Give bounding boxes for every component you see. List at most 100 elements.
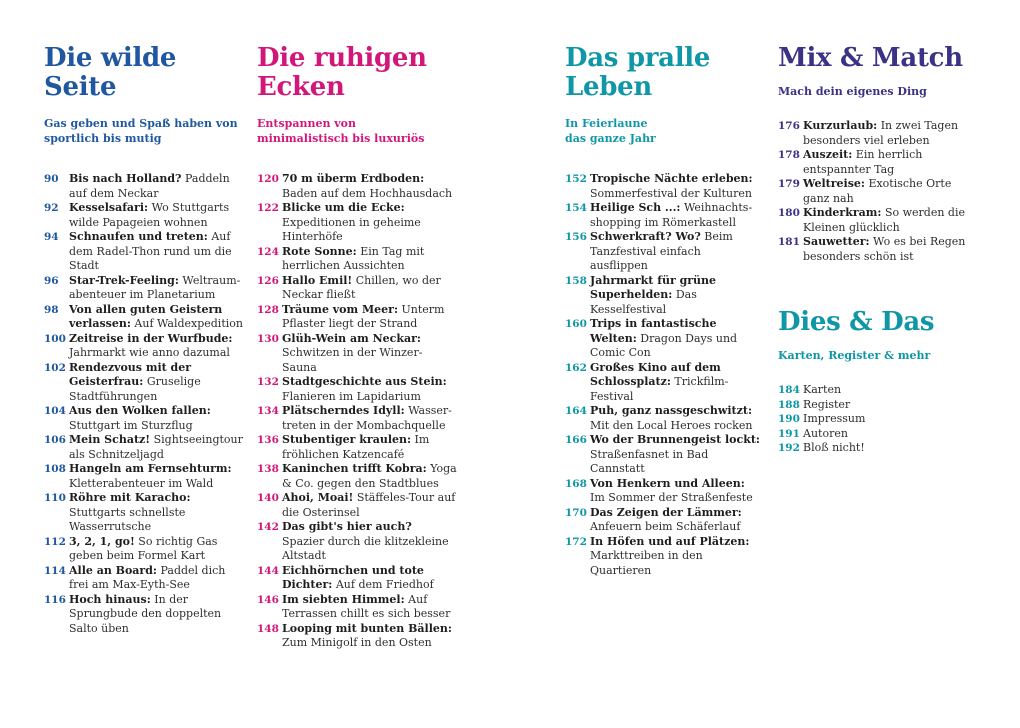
- page-number: 170: [565, 506, 587, 519]
- page-number: 124: [257, 245, 279, 258]
- entry-headline: Schnaufen und treten:: [69, 230, 208, 243]
- entry-text: Impressum: [803, 412, 978, 427]
- toc-entry: 172 In Höfen und auf Plätzen: Markttreibe…: [565, 535, 760, 579]
- section-das-pralle-leben: Das pralle Leben In Feierlaune das ganze…: [565, 44, 760, 578]
- page-number: 179: [778, 178, 800, 190]
- entry-text: Register: [803, 398, 978, 413]
- entry-description: Exotische Orte ganz nah: [803, 177, 952, 205]
- page-number: 102: [44, 361, 66, 374]
- entry-text: Heilige Sch ...: Weihnachts­shopping im …: [590, 201, 760, 230]
- entry-description: Wo es bei Regen besonders schön ist: [803, 235, 966, 263]
- entry-text: 70 m überm Erdboden: Baden auf dem Hochh…: [282, 172, 457, 201]
- toc-entry: 114 Alle an Board: Paddel dich frei am Ma…: [44, 564, 244, 593]
- entry-description: Auf dem Radel-Thon rund um die Stadt: [69, 230, 232, 272]
- page-number: 112: [44, 535, 66, 548]
- entry-headline: Kinderkram:: [803, 206, 882, 219]
- entry-text: Von Henkern und Alleen: Im Sommer der St…: [590, 477, 760, 506]
- entry-description: Autoren: [803, 426, 848, 440]
- entry-description: Weltraum­abenteuer im Planetarium: [69, 273, 241, 302]
- toc-entry: 148 Looping mit bunten Bällen: Zum Minigo…: [257, 622, 457, 651]
- entry-description: Chillen, wo der Neckar fließt: [282, 273, 441, 302]
- entry-description: Zum Minigolf in den Osten: [282, 636, 432, 649]
- entry-headline: Star-Trek-Feeling:: [69, 273, 179, 287]
- section-mix-and-match: Mix & Match Mach dein eigenes Ding 176 Ku…: [778, 44, 978, 456]
- toc-entry: 158 Jahrmarkt für grüne Super­helden: Das…: [565, 274, 760, 318]
- toc-entry: 120 70 m überm Erdboden: Baden auf dem Ho…: [257, 172, 457, 201]
- page-number: 122: [257, 202, 279, 214]
- entry-text: Alle an Board: Paddel dich frei am Max-E…: [69, 564, 244, 593]
- entry-text: Glüh-Wein am Neckar: Schwitzen in der Wi…: [282, 332, 457, 376]
- toc-entry: 170 Das Zeigen der Lämmer: Anfeuern beim …: [565, 506, 760, 535]
- entry-description: Mit den Local Heroes rocken: [590, 418, 753, 432]
- entry-description: In zwei Tagen besonders viel erleben: [803, 119, 959, 147]
- section-subtitle: In Feierlaune das ganze Jahr: [565, 116, 760, 146]
- toc-entry: 90 Bis nach Holland? Paddeln auf dem Neck…: [44, 172, 244, 201]
- entry-text: Schnaufen und treten: Auf dem Radel-Thon…: [69, 230, 244, 274]
- entry-headline: Rendezvous mit der Geister­frau:: [69, 360, 192, 389]
- entry-description: Register: [803, 397, 851, 411]
- entry-text: Hangeln am Fernsehturm: Kletterabenteuer…: [69, 462, 244, 491]
- entry-headline: Auszeit:: [803, 148, 853, 161]
- entry-text: Autoren: [803, 427, 978, 442]
- page-number: 160: [565, 318, 587, 330]
- entry-text: Puh, ganz nassgeschwitzt: Mit den Local …: [590, 404, 760, 433]
- toc-entry: 162 Großes Kino auf dem Schloss­platz: Tr…: [565, 361, 760, 405]
- page-number: 116: [44, 593, 66, 606]
- toc-entry: 128 Träume vom Meer: Unterm Pflaster lieg…: [257, 303, 457, 332]
- entry-description: Ein Tag mit herrlichen Aussichten: [282, 244, 425, 273]
- entry-description: Karten: [803, 383, 842, 396]
- page-number: 188: [778, 398, 800, 411]
- entry-description: Auf Waldexpedition: [130, 317, 243, 330]
- page-number: 192: [778, 442, 800, 454]
- page-number: 100: [44, 332, 66, 345]
- entry-description: Wo Stuttgarts wilde Papageien wohnen: [69, 201, 230, 229]
- entry-description: Beim Tanzfestival einfach ausflippen: [590, 230, 733, 272]
- page-number: 108: [44, 463, 66, 475]
- page-number: 191: [778, 427, 800, 440]
- toc-entry: 180 Kinderkram: So werden die Kleinen glü…: [778, 206, 978, 235]
- entry-description: Im fröhlichen Katzencafé: [282, 433, 430, 461]
- entry-description: Paddeln auf dem Neckar: [69, 172, 230, 200]
- page-number: 120: [257, 173, 279, 185]
- page-number: 156: [565, 231, 587, 243]
- toc-entry: 138 Kaninchen trifft Kobra: Yoga & Co. ge…: [257, 462, 457, 491]
- page-number: 178: [778, 149, 800, 161]
- entry-headline: Alle an Board:: [69, 563, 157, 577]
- section-subtitle: Entspannen von minimalistisch bis luxuri…: [257, 116, 457, 146]
- entry-description: Weihnachts­shopping im Römerkastell: [590, 201, 753, 229]
- toc-entry: 166 Wo der Brunnengeist lockt: Straßenfas…: [565, 433, 760, 477]
- page-number: 106: [44, 434, 66, 446]
- entry-description: In der Sprungbude den doppelten Salto üb…: [69, 592, 222, 635]
- entry-description: Straßenfasnet in Bad Cannstatt: [590, 447, 709, 476]
- section-die-ruhigen-ecken: Die ruhigen Ecken Entspannen von minimal…: [257, 44, 457, 651]
- entry-headline: Das Zeigen der Lämmer:: [590, 505, 742, 519]
- entry-headline: Jahrmarkt für grüne Super­helden:: [590, 273, 717, 302]
- toc-list: 152 Tropische Nächte erleben: Sommerfesti…: [565, 172, 760, 578]
- entry-description: Auf Terrassen chillt es sich besser: [282, 592, 451, 621]
- entry-description: Ein herrlich entspannter Tag: [803, 148, 923, 176]
- entry-description: Spazier durch die klitzekleine Altstadt: [282, 534, 449, 563]
- entry-text: Looping mit bunten Bällen: Zum Minigolf …: [282, 622, 457, 651]
- toc-entry: 96 Star-Trek-Feeling: Weltraum­abenteuer …: [44, 274, 244, 303]
- entry-description: Anfeuern beim Schäferlauf: [590, 520, 741, 533]
- page-number: 94: [44, 231, 59, 243]
- title-line: Das pralle: [565, 43, 711, 73]
- toc-entry: 124 Rote Sonne: Ein Tag mit herrlichen Au…: [257, 245, 457, 274]
- entry-headline: Weltreise:: [803, 177, 865, 190]
- page-number: 176: [778, 120, 800, 132]
- entry-description: So richtig Gas geben beim Formel Kart: [69, 534, 218, 563]
- toc-entry: 132 Stadtgeschichte aus Stein: Flanieren …: [257, 375, 457, 404]
- entry-description: Markttreiben in den Quartieren: [590, 549, 703, 577]
- section-title: Die wilde Seite: [44, 44, 244, 102]
- entry-description: Das Kesselfestival: [590, 288, 697, 316]
- toc-entry: 181 Sauwetter: Wo es bei Regen besonders …: [778, 235, 978, 264]
- toc-entry: 122 Blicke um die Ecke: Expeditionen in g…: [257, 201, 457, 245]
- entry-headline: Das gibt's hier auch?: [282, 520, 412, 533]
- toc-entry: 116 Hoch hinaus: In der Sprungbude den do…: [44, 593, 244, 637]
- entry-text: Aus den Wolken fallen: Stuttgart im Stur…: [69, 404, 244, 433]
- entry-headline: Blicke um die Ecke:: [282, 201, 405, 214]
- toc-entry: 184 Karten: [778, 383, 978, 398]
- entry-text: Karten: [803, 383, 978, 398]
- toc-entry: 160 Trips in fantastische Welten: Dragon …: [565, 317, 760, 361]
- entry-description: Gruselige Stadtführungen: [69, 375, 201, 403]
